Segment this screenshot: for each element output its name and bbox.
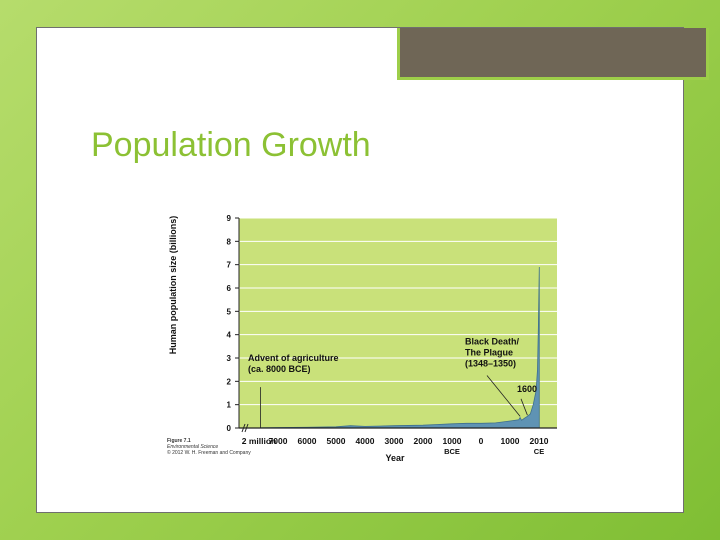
x-tick-label: 2000 <box>414 436 433 446</box>
x-tick-label: 5000 <box>327 436 346 446</box>
1600-pointer <box>520 398 528 416</box>
y-tick-label: 0 <box>227 424 232 433</box>
slide: Population Growth 0 1 2 3 4 5 6 7 8 9 2 million 700… <box>36 27 709 513</box>
axis-break-mark <box>244 423 249 433</box>
y-tick-label: 9 <box>227 214 232 223</box>
x-tick-sublabel: BCE <box>444 447 460 456</box>
x-axis-label: Year <box>385 453 405 463</box>
plot-background <box>239 218 557 428</box>
x-tick-label: 6000 <box>298 436 317 446</box>
figure-caption: Figure 7.1 Environmental Science © 2012 … <box>167 438 251 456</box>
x-tick-label: 2010 <box>530 436 549 446</box>
x-tick-label: 1000 <box>501 436 520 446</box>
annotation-agriculture: Advent of agriculture <box>248 353 339 363</box>
x-tick-label: 3000 <box>385 436 404 446</box>
annotation-plague: The Plague <box>465 347 513 357</box>
y-tick-label: 1 <box>227 401 232 410</box>
y-tick-label: 4 <box>227 331 232 340</box>
axis-break-mark <box>241 423 246 433</box>
x-tick-label: 2 million <box>242 436 276 446</box>
title-accent-box <box>397 28 709 80</box>
annotation-agriculture: (ca. 8000 BCE) <box>248 364 311 374</box>
annotation-plague: (1348–1350) <box>465 358 516 368</box>
y-tick-label: 8 <box>227 237 232 246</box>
x-tick-label: 0 <box>479 436 484 446</box>
y-tick-label: 2 <box>227 377 232 386</box>
y-tick-label: 7 <box>227 261 232 270</box>
figure-number: Figure 7.1 <box>167 438 191 444</box>
y-tick-label: 5 <box>227 307 232 316</box>
x-tick-label: 4000 <box>356 436 375 446</box>
annotation-plague: Black Death/ <box>465 336 520 346</box>
y-tick-label: 6 <box>227 284 232 293</box>
x-tick-label: 7000 <box>269 436 288 446</box>
annotation-1600: 1600 <box>517 384 537 394</box>
figure-credit: © 2012 W. H. Freeman and Company <box>167 450 251 456</box>
y-axis-label: Human population size (billions) <box>168 216 178 355</box>
y-tick-label: 3 <box>227 354 232 363</box>
plague-pointer <box>486 375 521 417</box>
slide-title: Population Growth <box>91 126 371 164</box>
x-tick-sublabel: CE <box>534 447 544 456</box>
x-tick-label: 1000 <box>443 436 462 446</box>
figure-book-title: Environmental Science <box>167 444 219 450</box>
population-area <box>260 266 540 429</box>
